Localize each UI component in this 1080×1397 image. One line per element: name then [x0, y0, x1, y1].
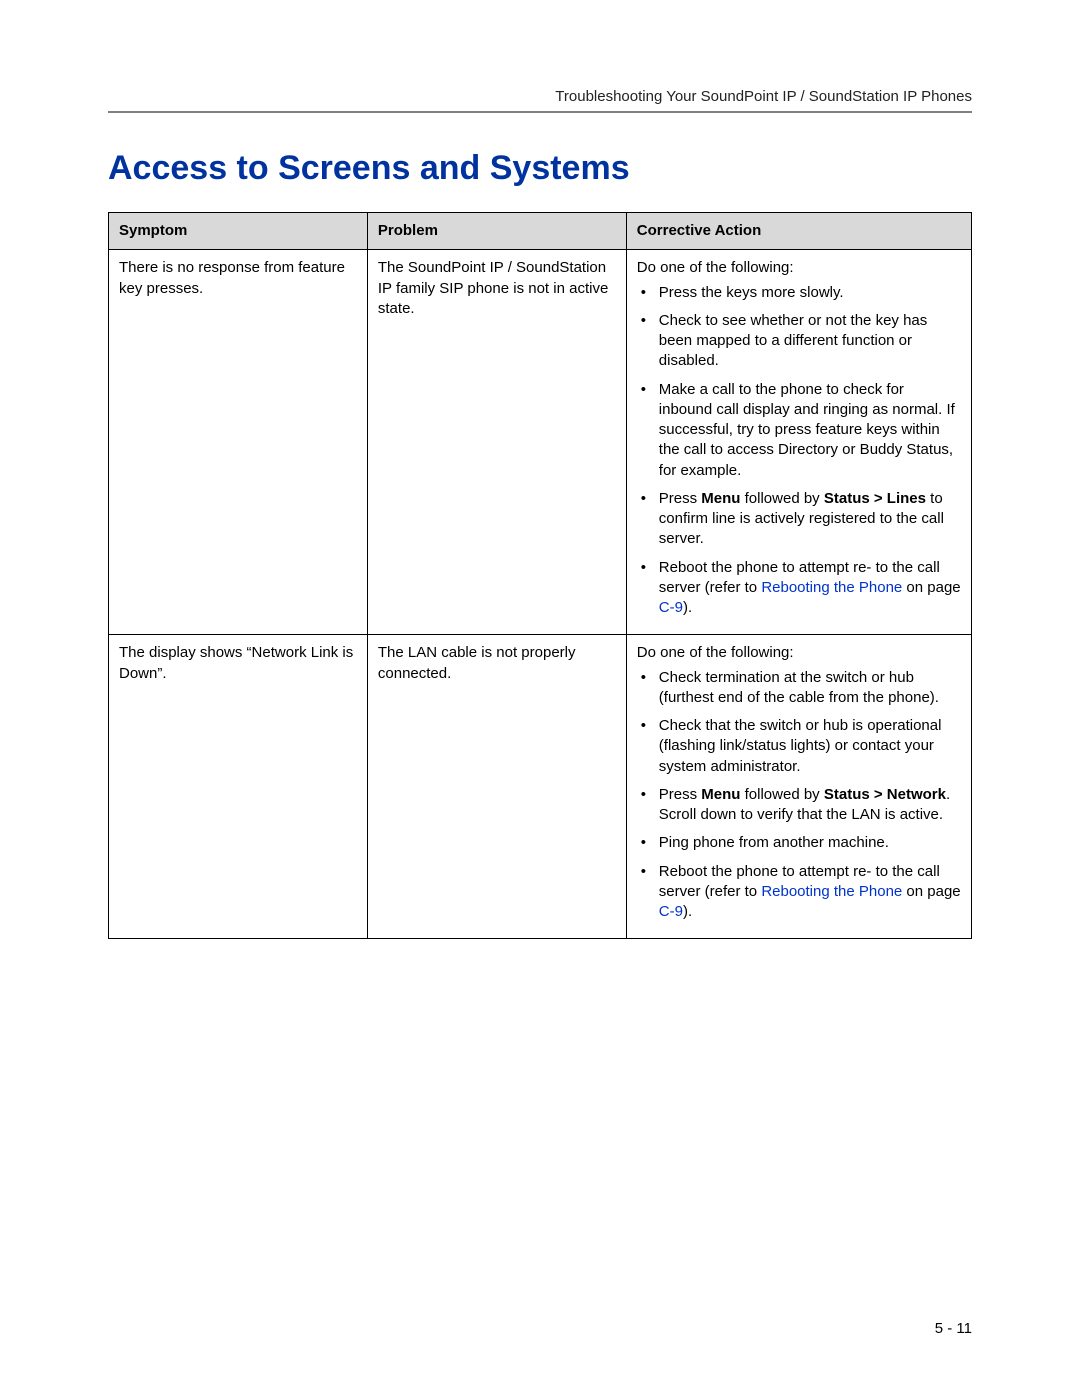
text: ). — [683, 903, 692, 920]
action-list: Press the keys more slowly. Check to see… — [637, 283, 961, 619]
bold-text: Status > Lines — [824, 490, 926, 507]
link-text[interactable]: C-9 — [659, 903, 683, 920]
link-text[interactable]: C-9 — [659, 599, 683, 616]
page-number: 5 - 11 — [935, 1320, 972, 1337]
action-intro: Do one of the following: — [637, 643, 961, 663]
running-header: Troubleshooting Your SoundPoint IP / Sou… — [108, 88, 972, 105]
cell-problem: The SoundPoint IP / SoundStation IP fami… — [367, 250, 626, 635]
link-text[interactable]: Rebooting the Phone — [761, 883, 902, 900]
list-item: Check that the switch or hub is operatio… — [637, 716, 961, 777]
list-item: Reboot the phone to attempt re- to the c… — [637, 862, 961, 923]
cell-symptom: The display shows “Network Link is Down”… — [109, 635, 368, 939]
text: followed by — [740, 490, 823, 507]
cell-action: Do one of the following: Check terminati… — [626, 635, 971, 939]
page: Troubleshooting Your SoundPoint IP / Sou… — [0, 0, 1080, 1397]
troubleshooting-table: Symptom Problem Corrective Action There … — [108, 212, 972, 939]
list-item: Press Menu followed by Status > Lines to… — [637, 489, 961, 550]
text: Press — [659, 490, 702, 507]
section-title: Access to Screens and Systems — [108, 149, 972, 188]
cell-action: Do one of the following: Press the keys … — [626, 250, 971, 635]
cell-problem: The LAN cable is not properly connected. — [367, 635, 626, 939]
list-item: Press Menu followed by Status > Network.… — [637, 785, 961, 826]
text: ). — [683, 599, 692, 616]
th-action: Corrective Action — [626, 213, 971, 250]
th-symptom: Symptom — [109, 213, 368, 250]
table-row: There is no response from feature key pr… — [109, 250, 972, 635]
table-row: The display shows “Network Link is Down”… — [109, 635, 972, 939]
bold-text: Menu — [701, 786, 740, 803]
text: Press — [659, 786, 702, 803]
header-rule — [108, 111, 972, 113]
list-item: Press the keys more slowly. — [637, 283, 961, 303]
list-item: Reboot the phone to attempt re- to the c… — [637, 558, 961, 619]
bold-text: Menu — [701, 490, 740, 507]
text: followed by — [740, 786, 823, 803]
link-text[interactable]: Rebooting the Phone — [761, 579, 902, 596]
list-item: Ping phone from another machine. — [637, 833, 961, 853]
list-item: Check to see whether or not the key has … — [637, 311, 961, 372]
text: on page — [902, 579, 960, 596]
text: on page — [902, 883, 960, 900]
action-list: Check termination at the switch or hub (… — [637, 668, 961, 923]
bold-text: Status > Network — [824, 786, 946, 803]
list-item: Check termination at the switch or hub (… — [637, 668, 961, 709]
action-intro: Do one of the following: — [637, 258, 961, 278]
list-item: Make a call to the phone to check for in… — [637, 380, 961, 481]
table-header-row: Symptom Problem Corrective Action — [109, 213, 972, 250]
th-problem: Problem — [367, 213, 626, 250]
cell-symptom: There is no response from feature key pr… — [109, 250, 368, 635]
